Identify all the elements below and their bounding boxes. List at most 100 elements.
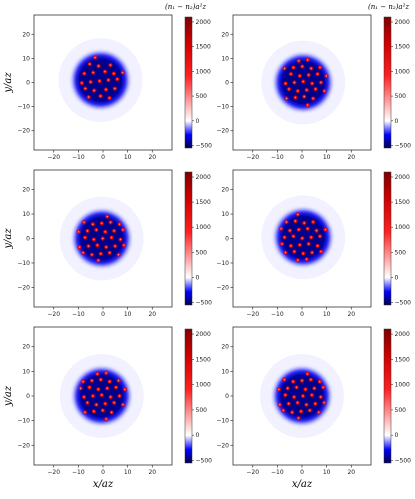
colorbar-tick-label: −500 xyxy=(395,299,412,306)
y-tick-label: −20 xyxy=(216,128,229,135)
vortex-core xyxy=(90,69,96,76)
vortex-core xyxy=(321,400,327,406)
colorbar-label: (n₁ − n₂)a²z xyxy=(368,3,409,11)
y-tick-label: −20 xyxy=(17,284,30,291)
colorbar-tick-label: 0 xyxy=(196,274,200,281)
x-tick-label: 0 xyxy=(300,154,304,161)
vortex-core xyxy=(103,370,109,376)
colorbar-tick-label: 2000 xyxy=(395,331,410,338)
vortex-core xyxy=(308,234,314,240)
vortex-core xyxy=(98,377,104,383)
colorbar xyxy=(184,328,193,464)
x-tick-label: −10 xyxy=(271,311,284,318)
y-tick-label: −10 xyxy=(17,104,30,111)
vortex-core xyxy=(290,379,296,385)
x-tick-label: 0 xyxy=(101,154,105,161)
y-axis-label: y/az xyxy=(3,385,14,407)
x-tick-label: 10 xyxy=(124,154,132,161)
vortex-core xyxy=(323,73,329,79)
vortex-core xyxy=(297,242,303,248)
y-tick-label: 20 xyxy=(22,344,30,351)
vortex-core xyxy=(109,234,115,241)
vortex-core xyxy=(306,72,312,78)
x-tick-label: −10 xyxy=(271,469,284,476)
colorbar-tick-label: 1500 xyxy=(196,199,211,206)
vortex-core xyxy=(290,64,296,71)
vortex-core xyxy=(304,256,310,262)
vortex-core xyxy=(304,371,311,377)
panel-6: −20 −10 0 10 20 20 10 0 −10 −20 2000 1500 1000 500 0 −5… xyxy=(216,326,412,490)
vortex-core xyxy=(91,87,97,94)
vortex-core xyxy=(108,394,114,400)
x-tick-label: 0 xyxy=(300,311,304,318)
colorbar-tick-label: −500 xyxy=(395,457,412,464)
y-tick-label: 20 xyxy=(22,31,30,38)
vortex-core xyxy=(309,80,315,87)
vortex-core xyxy=(299,235,305,241)
vortex-core xyxy=(321,88,328,94)
vortex-core xyxy=(317,233,323,239)
vortex-core xyxy=(303,402,310,408)
vortex-core xyxy=(116,393,123,399)
colorbar-tick-label: −500 xyxy=(196,143,213,150)
vortex-core xyxy=(96,78,103,84)
vortex-core xyxy=(286,86,292,92)
vortex-core xyxy=(98,251,104,257)
vortex-core xyxy=(104,385,110,391)
vortex-core xyxy=(316,409,322,415)
vortex-core xyxy=(95,63,102,69)
y-tick-label: −10 xyxy=(17,260,30,267)
x-tick-label: −20 xyxy=(246,154,259,161)
vortex-core xyxy=(86,384,93,390)
x-axis-label: x/az xyxy=(292,479,313,490)
vortex-core xyxy=(318,394,324,400)
vortex-core xyxy=(122,386,128,392)
vortex-core xyxy=(90,393,96,399)
vortex-core xyxy=(320,384,326,390)
vortex-core xyxy=(285,385,291,391)
vortex-core xyxy=(277,402,283,408)
vortex-core xyxy=(120,402,126,408)
vortex-core xyxy=(293,384,300,390)
vortex-core xyxy=(99,220,105,226)
vortex-core xyxy=(103,86,109,93)
vortex-core xyxy=(93,227,99,233)
colorbar-label: (n₁ − n₂)a²z xyxy=(165,3,206,11)
vortex-core xyxy=(312,401,318,407)
colorbar-tick-label: −500 xyxy=(395,143,412,150)
vortex-core xyxy=(92,54,98,61)
vortex-core xyxy=(80,250,86,256)
colorbar-tick-label: 1000 xyxy=(196,382,211,389)
vortex-core xyxy=(76,229,82,235)
y-tick-label: 10 xyxy=(221,211,229,218)
colorbar-tick-label: 1500 xyxy=(395,44,410,51)
vortex-core xyxy=(308,377,314,383)
y-tick-label: −10 xyxy=(216,260,229,267)
colorbar-tick-label: −500 xyxy=(196,299,213,306)
vortex-core xyxy=(299,378,305,384)
vortex-core xyxy=(103,416,109,422)
colorbar-tick-label: 500 xyxy=(395,249,407,256)
y-tick-label: 10 xyxy=(221,368,229,375)
vortex-core xyxy=(282,249,289,256)
colorbar-tick-label: 1000 xyxy=(196,68,211,75)
vortex-core xyxy=(82,409,88,415)
vortex-core xyxy=(322,227,329,233)
y-tick-label: 20 xyxy=(221,187,229,194)
y-tick-label: 20 xyxy=(221,31,229,38)
vortex-core xyxy=(104,213,110,220)
vortex-core xyxy=(295,257,301,263)
colorbar-tick-label: 2000 xyxy=(395,174,410,181)
vortex-core xyxy=(309,249,315,256)
y-tick-label: 0 xyxy=(26,80,30,87)
y-tick-label: 0 xyxy=(225,80,229,87)
vortex-core xyxy=(103,244,109,250)
colorbar-tick-label: 1500 xyxy=(196,356,211,363)
vortex-core xyxy=(84,228,91,234)
vortex-core xyxy=(81,219,87,225)
vortex-core xyxy=(116,221,123,227)
vortex-core xyxy=(84,400,91,406)
vortex-core xyxy=(111,228,117,234)
vortex-core xyxy=(283,95,290,102)
y-tick-label: −10 xyxy=(17,418,30,425)
